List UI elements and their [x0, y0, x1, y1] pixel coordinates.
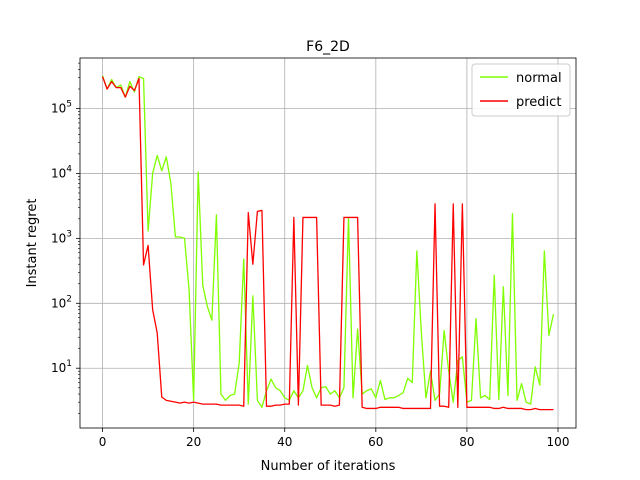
- y-tick-label: 103: [51, 229, 72, 245]
- x-tick-label: 100: [547, 435, 570, 449]
- x-axis-label: Number of iterations: [261, 459, 396, 474]
- plot-frame: [79, 57, 577, 429]
- x-tick-label: 20: [186, 435, 201, 449]
- legend-label-normal: normal: [516, 71, 562, 86]
- x-tick-label: 0: [99, 435, 107, 449]
- plot-lines: [101, 75, 555, 411]
- y-tick-label: 101: [51, 359, 72, 375]
- x-axis: 0 20 40 60 80 100: [99, 428, 570, 449]
- y-tick-label: 104: [51, 164, 72, 180]
- chart-title: F6_2D: [306, 39, 350, 55]
- y-axis-label: Instant regret: [25, 199, 40, 288]
- x-tick-label: 40: [277, 435, 292, 449]
- y-tick-label: 105: [51, 100, 72, 116]
- y-axis: 101 102 103 104 105: [51, 62, 80, 414]
- y-tick-label: 102: [51, 294, 72, 310]
- legend-label-predict: predict: [516, 95, 561, 110]
- x-tick-label: 60: [368, 435, 383, 449]
- series-line-normal: [101, 75, 555, 408]
- legend: normal predict: [471, 63, 571, 117]
- x-tick-label: 80: [459, 435, 474, 449]
- series-line-predict: [101, 76, 554, 411]
